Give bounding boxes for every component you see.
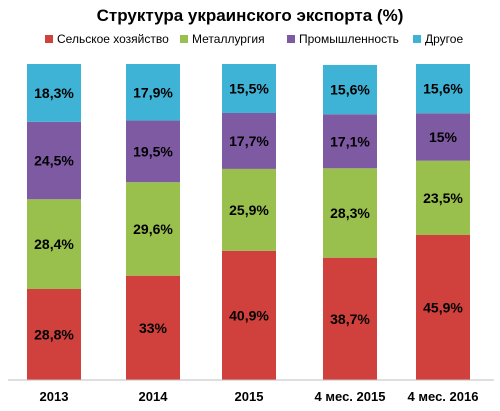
data-label: 15,6% bbox=[330, 82, 370, 98]
x-tick-label: 4 мес. 2015 bbox=[315, 389, 386, 404]
data-label: 38,7% bbox=[330, 311, 370, 327]
x-tick-label: 2014 bbox=[139, 389, 169, 404]
bar-segment bbox=[416, 113, 470, 161]
x-axis-tick-labels: 2013 2014 2015 4 мес. 2015 4 мес. 2016 bbox=[40, 389, 479, 404]
data-label: 15,5% bbox=[229, 80, 269, 96]
legend-label: Металлургия bbox=[192, 32, 265, 46]
data-label: 45,9% bbox=[423, 299, 463, 315]
legend-swatch bbox=[45, 35, 53, 43]
bar-segment bbox=[416, 234, 470, 380]
legend-swatch bbox=[413, 35, 421, 43]
data-label: 29,6% bbox=[133, 221, 173, 237]
bar-segment bbox=[126, 64, 180, 121]
bar-segment bbox=[323, 64, 377, 115]
bar-segment bbox=[222, 112, 276, 169]
bar-segment bbox=[416, 64, 470, 114]
data-label: 24,5% bbox=[34, 153, 74, 169]
bar-segment bbox=[27, 288, 81, 380]
bar-segment bbox=[323, 257, 377, 380]
legend-label: Сельское хозяйство bbox=[57, 32, 169, 46]
data-label: 28,3% bbox=[330, 205, 370, 221]
legend: Сельское хозяйство Металлургия Промышленно… bbox=[45, 32, 463, 46]
bar-segment bbox=[27, 121, 81, 200]
bar-segment bbox=[222, 64, 276, 113]
bar-segment bbox=[222, 168, 276, 251]
legend-label: Другое bbox=[425, 32, 463, 46]
bar-segment bbox=[27, 199, 81, 289]
chart-title: Структура украинского экспорта (%) bbox=[97, 6, 404, 25]
bar-segment bbox=[27, 64, 81, 122]
bar-segment bbox=[126, 182, 180, 276]
data-label: 28,4% bbox=[34, 236, 74, 252]
data-label: 25,9% bbox=[229, 202, 269, 218]
data-label: 18,3% bbox=[34, 85, 74, 101]
data-label: 17,9% bbox=[133, 84, 173, 100]
data-label: 33% bbox=[139, 320, 168, 336]
bar-segment bbox=[126, 120, 180, 183]
data-label: 23,5% bbox=[423, 190, 463, 206]
x-tick-label: 4 мес. 2016 bbox=[408, 389, 479, 404]
legend-swatch bbox=[180, 35, 188, 43]
legend-swatch bbox=[287, 35, 295, 43]
data-label: 17,1% bbox=[330, 133, 370, 149]
bar-segment bbox=[323, 114, 377, 169]
data-label: 19,5% bbox=[133, 143, 173, 159]
bar-segment bbox=[323, 168, 377, 258]
plot-area: 28,8% 28,4% 24,5% 18,3% 33% 29,6% 19,5% 17,9% 40… bbox=[27, 64, 470, 380]
bar-segment bbox=[222, 250, 276, 380]
x-tick-label: 2013 bbox=[40, 389, 69, 404]
bar-segment bbox=[416, 160, 470, 235]
data-label: 17,7% bbox=[229, 133, 269, 149]
data-label: 40,9% bbox=[229, 307, 269, 323]
data-label: 15% bbox=[429, 129, 458, 145]
x-tick-label: 2015 bbox=[235, 389, 264, 404]
bar-segment bbox=[126, 275, 180, 380]
legend-label: Промышленность bbox=[299, 32, 399, 46]
data-label: 15,6% bbox=[423, 81, 463, 97]
data-label: 28,8% bbox=[34, 327, 74, 343]
